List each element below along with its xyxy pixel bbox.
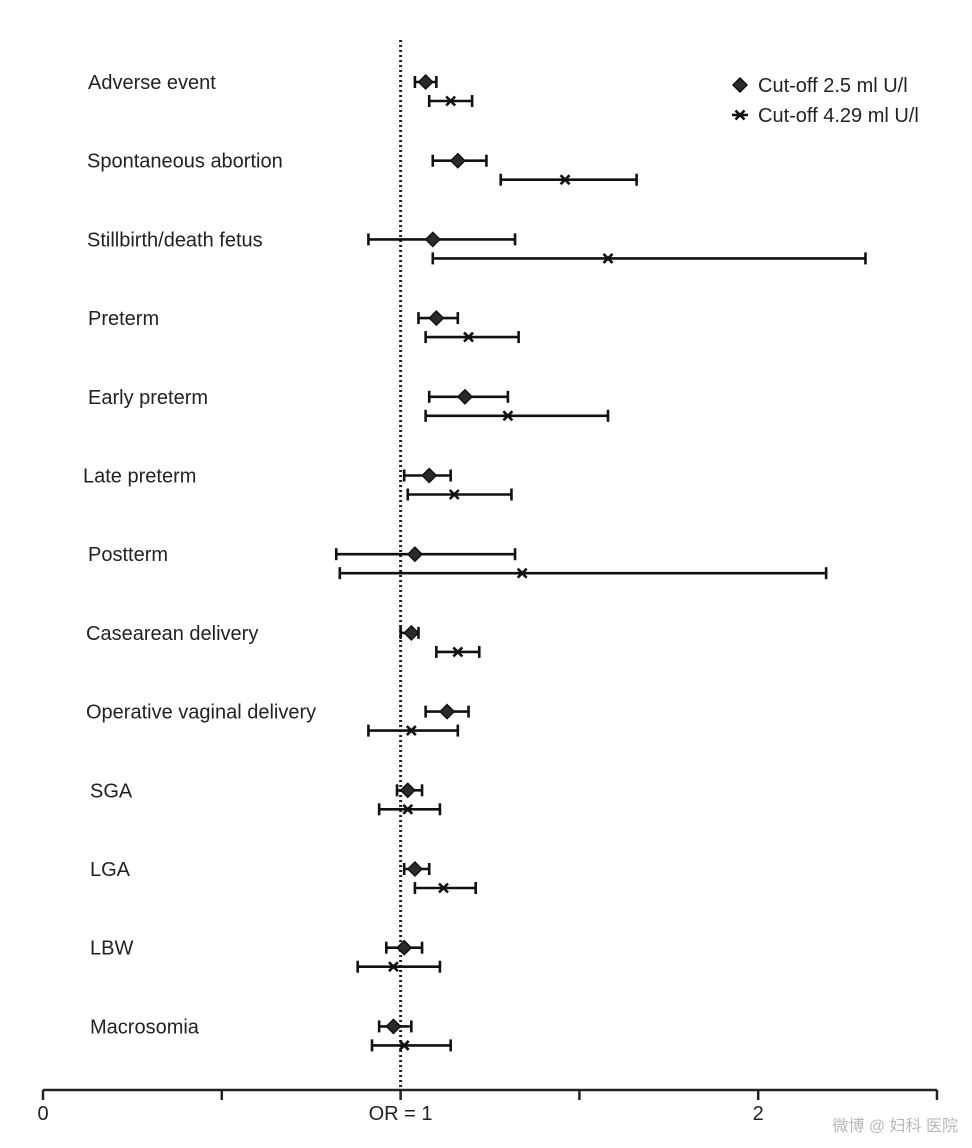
point-estimate-diamond	[449, 152, 466, 169]
outcome-label: Early preterm	[88, 387, 208, 409]
point-estimate-cross	[438, 882, 449, 894]
point-estimate-cross	[402, 803, 414, 815]
outcome-label: Adverse event	[88, 72, 216, 94]
point-estimate-cross	[502, 410, 514, 422]
point-estimate-cross	[452, 646, 464, 658]
marker-stroke	[452, 646, 464, 658]
marker-stroke	[388, 961, 399, 973]
outcome-label: SGA	[90, 780, 133, 802]
point-estimate-cross	[405, 725, 417, 737]
point-estimate-diamond	[406, 546, 423, 563]
marker-stroke	[602, 252, 614, 264]
point-estimate-diamond	[385, 1018, 402, 1035]
marker-stroke	[502, 410, 514, 422]
marker-stroke	[445, 95, 457, 107]
legend-label: Cut-off 4.29 ml U/l	[758, 105, 919, 127]
x-axis: 0 OR = 1 2	[37, 1088, 939, 1125]
outcome-label: LBW	[90, 938, 133, 960]
point-estimate-diamond	[421, 467, 438, 484]
outcome-label: Preterm	[88, 308, 159, 330]
marker-stroke	[402, 803, 414, 815]
legend-entry: Cut-off 2.5 ml U/l	[731, 75, 908, 97]
point-estimate-diamond	[439, 703, 456, 720]
x-tick-label: OR = 1	[369, 1103, 433, 1125]
point-estimate-cross	[448, 489, 460, 500]
marker-stroke	[734, 109, 746, 121]
outcome-label: Spontaneous abortion	[87, 151, 283, 173]
outcome-label: Operative vaginal delivery	[86, 702, 316, 724]
marker-stroke	[448, 489, 460, 500]
outcome-label: Casearean delivery	[86, 623, 258, 645]
point-estimate-diamond	[417, 73, 434, 91]
outcome-label: Macrosomia	[90, 1016, 200, 1038]
point-estimate-cross	[602, 252, 614, 264]
marker-stroke	[398, 1039, 410, 1051]
point-estimate-cross	[516, 567, 528, 579]
outcome-label: Postterm	[88, 544, 168, 566]
series-layer	[334, 73, 867, 1052]
series-cutoff-2-5	[334, 73, 517, 1035]
marker-stroke	[405, 725, 417, 737]
marker-stroke	[516, 567, 528, 579]
x-tick-label: 2	[753, 1103, 764, 1125]
series-cutoff-4-29	[338, 95, 867, 1052]
legend-diamond-marker	[731, 76, 749, 94]
point-estimate-diamond	[396, 939, 413, 956]
point-estimate-cross	[559, 174, 571, 186]
marker-stroke	[438, 882, 449, 894]
outcome-label: Stillbirth/death fetus	[87, 229, 263, 251]
point-estimate-diamond	[399, 782, 416, 799]
point-estimate-cross	[398, 1039, 410, 1051]
x-tick-label: 0	[37, 1103, 48, 1125]
marker-stroke	[559, 174, 571, 186]
point-estimate-cross	[388, 961, 399, 973]
point-estimate-diamond	[456, 388, 474, 405]
outcome-label: Late preterm	[83, 466, 196, 488]
legend-label: Cut-off 2.5 ml U/l	[758, 75, 908, 97]
marker-stroke	[463, 331, 474, 343]
watermark: 微博 @ 妇科 医院	[832, 1118, 958, 1135]
point-estimate-cross	[445, 95, 457, 107]
point-estimate-cross	[463, 331, 474, 343]
legend-entry: Cut-off 4.29 ml U/l	[732, 105, 919, 127]
point-estimate-diamond	[403, 624, 420, 641]
point-estimate-diamond	[428, 310, 445, 327]
outcome-labels: Adverse event Spontaneous abortion Stillbi…	[83, 72, 316, 1038]
outcome-label: LGA	[90, 859, 131, 881]
legend: Cut-off 2.5 ml U/l Cut-off 4.29 ml U/l	[731, 75, 919, 127]
point-estimate-diamond	[406, 860, 423, 878]
legend-cross-marker	[734, 109, 746, 121]
point-estimate-diamond	[424, 231, 441, 248]
